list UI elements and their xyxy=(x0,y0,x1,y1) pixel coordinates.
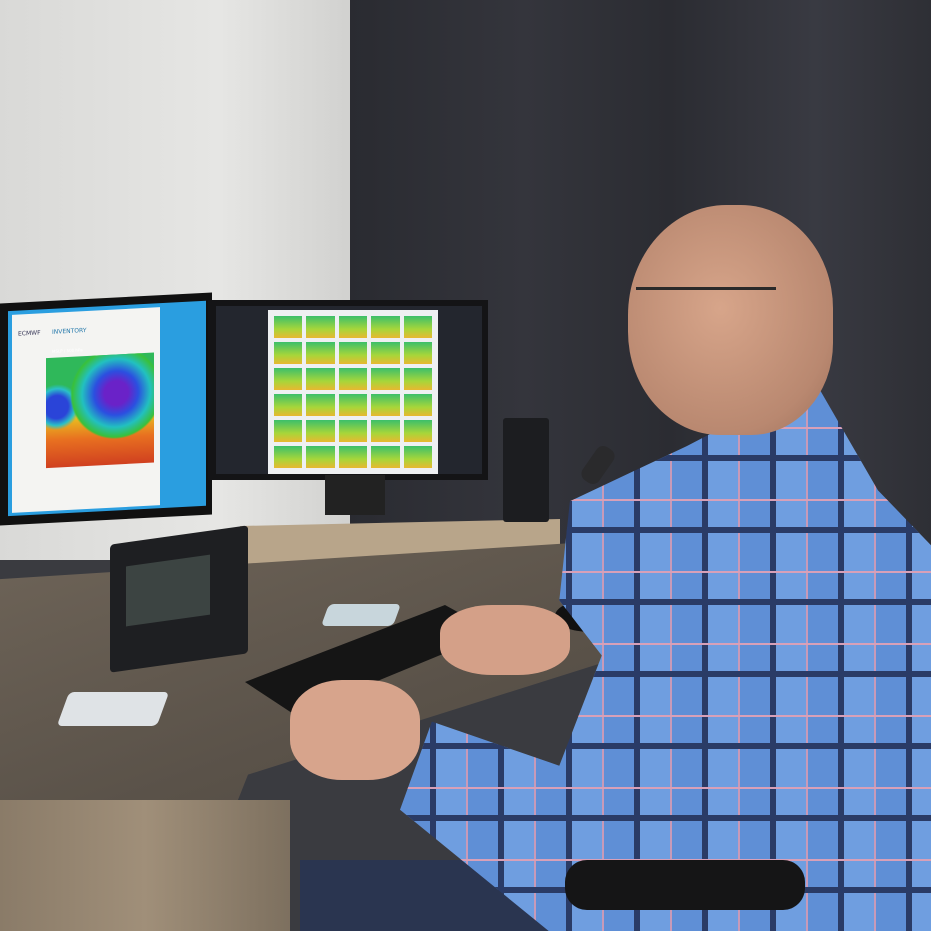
radio-display xyxy=(126,554,210,627)
notepad xyxy=(56,692,170,726)
map-thumbnail xyxy=(371,446,400,468)
map-thumbnail xyxy=(403,420,432,442)
right-hand xyxy=(440,605,570,675)
map-thumbnail xyxy=(306,394,335,416)
left-monitor: ECMWF INVENTORY MSLP / 500 hPa xyxy=(0,292,212,526)
coaster xyxy=(320,604,402,626)
map-thumbnail xyxy=(306,420,335,442)
map-thumbnail xyxy=(274,420,303,442)
map-thumbnail xyxy=(338,368,368,390)
map-thumbnail xyxy=(371,316,400,338)
map-thumbnail xyxy=(403,446,432,468)
map-thumbnail xyxy=(306,368,335,390)
map-thumbnail xyxy=(274,394,303,416)
map-thumbnail xyxy=(371,420,400,442)
map-thumbnail xyxy=(338,446,368,468)
monitor-stand xyxy=(325,475,385,515)
map-thumbnail xyxy=(306,446,335,468)
app-title: ECMWF xyxy=(18,329,41,338)
map-thumbnail xyxy=(338,316,368,338)
map-thumbnail-grid xyxy=(268,310,438,474)
map-thumbnail xyxy=(403,394,432,416)
map-thumbnail xyxy=(338,394,368,416)
radio-transceiver xyxy=(110,525,248,673)
glasses xyxy=(636,287,776,314)
map-thumbnail xyxy=(274,368,303,390)
desk-front xyxy=(0,800,290,931)
weather-map xyxy=(46,352,154,469)
map-thumbnail xyxy=(274,446,303,468)
map-thumbnail xyxy=(403,316,432,338)
map-thumbnail xyxy=(371,342,400,364)
map-thumbnail xyxy=(338,420,368,442)
left-monitor-screen: ECMWF INVENTORY MSLP / 500 hPa xyxy=(8,300,206,517)
map-thumbnail xyxy=(306,342,335,364)
map-thumbnail xyxy=(338,342,368,364)
map-thumbnail xyxy=(274,316,303,338)
app-section: INVENTORY xyxy=(52,327,87,336)
map-thumbnail xyxy=(274,342,303,364)
map-thumbnail xyxy=(371,368,400,390)
center-monitor xyxy=(208,300,488,480)
map-thumbnail xyxy=(403,368,432,390)
map-thumbnail xyxy=(371,394,400,416)
map-thumbnail xyxy=(403,342,432,364)
person-head xyxy=(628,205,833,435)
center-monitor-screen xyxy=(216,306,482,474)
left-hand xyxy=(290,680,420,780)
weather-app-window: ECMWF INVENTORY MSLP / 500 hPa xyxy=(12,307,160,513)
chair-armrest xyxy=(565,860,805,910)
speaker xyxy=(503,418,549,522)
map-thumbnail xyxy=(306,316,335,338)
map-header: MSLP / 500 hPa xyxy=(52,347,83,354)
